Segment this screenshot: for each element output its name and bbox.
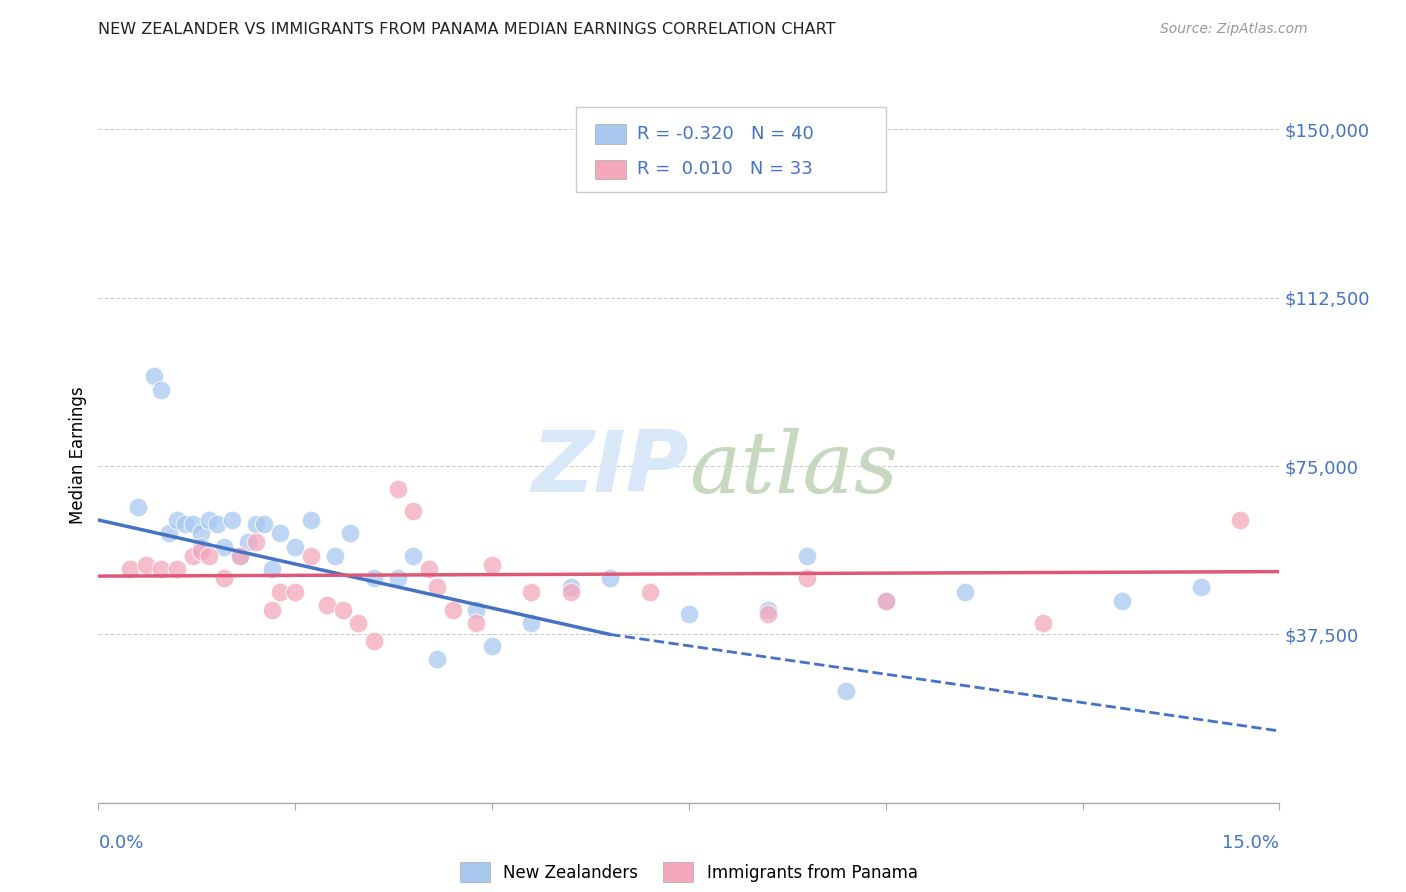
Point bbox=[181, 549, 204, 563]
Text: R =  0.010   N = 33: R = 0.010 N = 33 bbox=[637, 161, 813, 178]
Point bbox=[245, 517, 267, 532]
Point bbox=[520, 584, 543, 599]
Point bbox=[465, 616, 488, 631]
Point bbox=[560, 580, 582, 594]
Point bbox=[214, 540, 236, 554]
Point bbox=[197, 513, 219, 527]
Point bbox=[229, 549, 252, 563]
Point bbox=[1032, 616, 1054, 631]
Point bbox=[1229, 513, 1251, 527]
Legend: New Zealanders, Immigrants from Panama: New Zealanders, Immigrants from Panama bbox=[454, 855, 924, 888]
Point bbox=[339, 526, 361, 541]
Point bbox=[402, 549, 425, 563]
Text: R = -0.320   N = 40: R = -0.320 N = 40 bbox=[637, 125, 814, 143]
Point bbox=[560, 584, 582, 599]
Point bbox=[756, 607, 779, 622]
Point bbox=[135, 558, 157, 572]
Point bbox=[875, 594, 897, 608]
Point bbox=[520, 616, 543, 631]
Point bbox=[150, 383, 173, 397]
Text: 0.0%: 0.0% bbox=[98, 834, 143, 852]
Point bbox=[197, 549, 219, 563]
Text: 15.0%: 15.0% bbox=[1222, 834, 1279, 852]
Point bbox=[796, 571, 818, 585]
Point bbox=[260, 603, 283, 617]
Point bbox=[181, 517, 204, 532]
Point bbox=[426, 652, 449, 666]
Text: NEW ZEALANDER VS IMMIGRANTS FROM PANAMA MEDIAN EARNINGS CORRELATION CHART: NEW ZEALANDER VS IMMIGRANTS FROM PANAMA … bbox=[98, 22, 837, 37]
Point bbox=[269, 526, 291, 541]
Point bbox=[426, 580, 449, 594]
Point bbox=[142, 369, 165, 384]
Point bbox=[756, 603, 779, 617]
Point bbox=[363, 634, 385, 648]
Text: atlas: atlas bbox=[689, 427, 898, 510]
Point bbox=[190, 526, 212, 541]
Point bbox=[835, 683, 858, 698]
Text: ZIP: ZIP bbox=[531, 427, 689, 510]
Point bbox=[284, 584, 307, 599]
Point bbox=[875, 594, 897, 608]
Point bbox=[166, 562, 188, 576]
Point bbox=[1111, 594, 1133, 608]
Text: Source: ZipAtlas.com: Source: ZipAtlas.com bbox=[1160, 22, 1308, 37]
Point bbox=[236, 535, 259, 549]
Point bbox=[387, 571, 409, 585]
Point bbox=[284, 540, 307, 554]
Y-axis label: Median Earnings: Median Earnings bbox=[69, 386, 87, 524]
Point bbox=[323, 549, 346, 563]
Point bbox=[299, 549, 322, 563]
Point bbox=[260, 562, 283, 576]
Point bbox=[953, 584, 976, 599]
Point bbox=[245, 535, 267, 549]
Point bbox=[465, 603, 488, 617]
Point bbox=[1189, 580, 1212, 594]
Point bbox=[221, 513, 243, 527]
Point bbox=[441, 603, 464, 617]
Point bbox=[190, 544, 212, 558]
Point bbox=[332, 603, 354, 617]
Point bbox=[299, 513, 322, 527]
Point bbox=[229, 549, 252, 563]
Point bbox=[253, 517, 276, 532]
Point bbox=[269, 584, 291, 599]
Point bbox=[418, 562, 440, 576]
Point bbox=[347, 616, 370, 631]
Point bbox=[150, 562, 173, 576]
Point bbox=[599, 571, 621, 585]
Point bbox=[363, 571, 385, 585]
Point bbox=[402, 504, 425, 518]
Point bbox=[157, 526, 180, 541]
Point bbox=[174, 517, 197, 532]
Point bbox=[315, 599, 337, 613]
Point bbox=[387, 482, 409, 496]
Point bbox=[190, 540, 212, 554]
Point bbox=[481, 639, 503, 653]
Point bbox=[118, 562, 141, 576]
Point bbox=[214, 571, 236, 585]
Point bbox=[638, 584, 661, 599]
Point bbox=[796, 549, 818, 563]
Point bbox=[205, 517, 228, 532]
Point bbox=[127, 500, 149, 514]
Point bbox=[678, 607, 700, 622]
Point bbox=[166, 513, 188, 527]
Point bbox=[481, 558, 503, 572]
